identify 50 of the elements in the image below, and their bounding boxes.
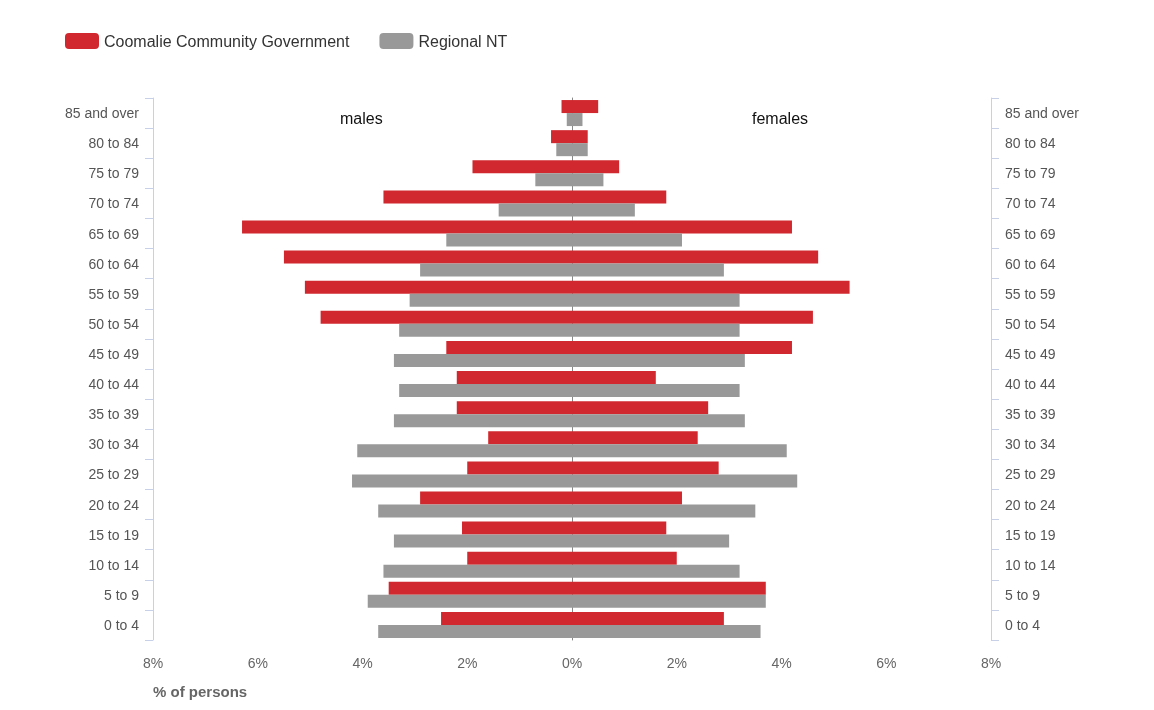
y-tick-label: 75 to 79 [88, 165, 140, 182]
y-tick-label: 15 to 19 [1005, 526, 1056, 543]
x-tick-label: 2% [457, 655, 478, 671]
y-tick-label: 20 to 24 [1005, 496, 1056, 513]
annotation: males [340, 109, 383, 127]
y-tick-label: 20 to 24 [88, 496, 140, 513]
y-tick-label: 40 to 44 [1005, 376, 1056, 393]
x-tick-label: 8% [142, 655, 164, 671]
y-tick-label: 30 to 34 [88, 436, 140, 453]
y-tick-label: 85 and over [1005, 105, 1080, 122]
y-tick-label: 35 to 39 [1005, 406, 1056, 423]
y-tick-label: 15 to 19 [88, 526, 140, 543]
y-tick-label: 45 to 49 [1005, 345, 1056, 362]
x-tick-label: 4% [352, 655, 373, 671]
y-tick-label: 25 to 29 [1005, 466, 1056, 483]
x-tick-label: 4% [771, 655, 792, 671]
x-tick-label: 0% [561, 655, 583, 671]
annotation: females [752, 109, 809, 127]
legend-label: Coomalie Community Government [104, 32, 350, 50]
y-tick-label: 35 to 39 [88, 406, 140, 423]
x-tick-label: 8% [980, 655, 1002, 671]
legend-label: Regional NT [418, 32, 508, 50]
y-tick-label: 80 to 84 [88, 135, 140, 152]
y-tick-label: 65 to 69 [88, 225, 140, 242]
y-tick-label: 60 to 64 [88, 255, 140, 272]
y-tick-label: 55 to 59 [88, 285, 140, 302]
y-tick-label: 10 to 14 [1005, 556, 1056, 573]
y-tick-label: 55 to 59 [1005, 285, 1056, 302]
y-tick-label: 0 to 4 [1005, 616, 1041, 633]
x-axis-title: % of persons [153, 683, 248, 700]
y-tick-label: 70 to 74 [88, 195, 140, 212]
y-tick-label: 75 to 79 [1005, 165, 1056, 182]
y-tick-label: 60 to 64 [1005, 255, 1056, 272]
y-tick-label: 0 to 4 [103, 616, 140, 633]
y-tick-label: 65 to 69 [1005, 225, 1056, 242]
y-tick-label: 70 to 74 [1005, 195, 1056, 212]
x-tick-label: 6% [876, 655, 897, 671]
y-tick-label: 5 to 9 [1005, 586, 1041, 603]
y-tick-label: 50 to 54 [1005, 315, 1056, 332]
y-tick-label: 10 to 14 [88, 556, 140, 573]
y-tick-label: 80 to 84 [1005, 135, 1056, 152]
y-tick-label: 45 to 49 [88, 345, 140, 362]
y-tick-label: 25 to 29 [88, 466, 140, 483]
y-tick-label: 85 and over [65, 105, 140, 122]
y-tick-label: 50 to 54 [88, 315, 140, 332]
y-tick-label: 5 to 9 [103, 586, 140, 603]
y-tick-label: 30 to 34 [1005, 436, 1056, 453]
x-tick-label: 6% [247, 655, 268, 671]
y-tick-label: 40 to 44 [88, 376, 140, 393]
x-tick-label: 2% [666, 655, 687, 671]
